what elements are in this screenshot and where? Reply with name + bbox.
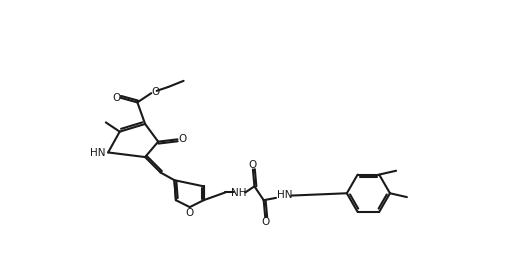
Text: O: O xyxy=(186,208,194,218)
Text: HN: HN xyxy=(90,148,105,158)
Text: O: O xyxy=(151,87,159,97)
Text: O: O xyxy=(178,134,186,144)
Text: O: O xyxy=(261,217,269,227)
Text: HN: HN xyxy=(278,190,293,200)
Text: NH: NH xyxy=(231,188,247,198)
Text: O: O xyxy=(112,93,121,103)
Text: O: O xyxy=(249,160,257,170)
